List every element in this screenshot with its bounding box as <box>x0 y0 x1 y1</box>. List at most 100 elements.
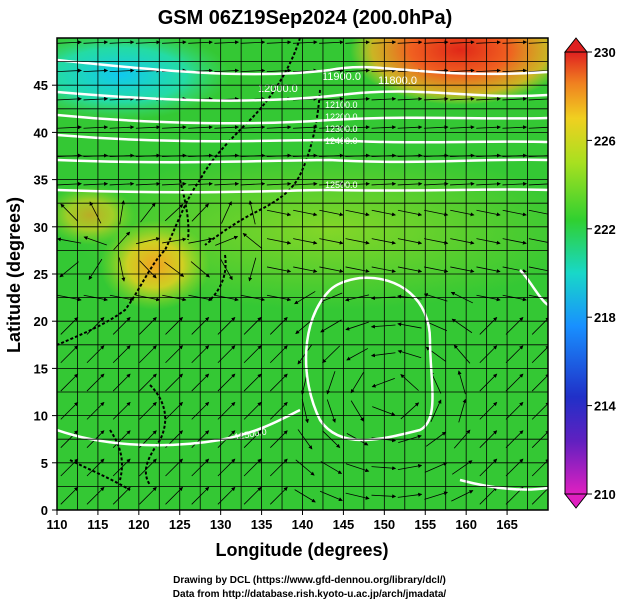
wind-arrow <box>89 201 102 224</box>
y-tick-label: 5 <box>41 456 48 471</box>
wind-arrow <box>319 490 343 502</box>
wind-arrow <box>371 68 397 73</box>
wind-arrow <box>118 257 126 282</box>
wind-arrow <box>451 490 474 502</box>
wind-arrow <box>293 266 318 273</box>
wind-arrow <box>371 266 396 273</box>
wind-arrow <box>139 401 157 420</box>
wind-arrow <box>243 458 262 477</box>
colorbar-tick-label: 218 <box>594 310 616 325</box>
wind-arrow <box>479 316 498 335</box>
wind-arrow <box>326 399 336 423</box>
wind-arrow <box>371 238 396 245</box>
wind-arrow <box>479 345 498 364</box>
contour-label: 12500.0 <box>325 180 358 190</box>
wind-arrow <box>371 40 397 45</box>
x-tick-label: 110 <box>47 517 68 532</box>
wind-arrow <box>293 209 318 217</box>
wind-arrow <box>531 401 548 420</box>
wind-arrow <box>397 266 423 273</box>
lat-lon-grid <box>57 38 548 510</box>
x-tick-label: 115 <box>87 517 108 532</box>
wind-arrow <box>139 345 157 364</box>
wind-arrow <box>320 319 342 333</box>
colorbar-top-arrow <box>563 37 589 53</box>
wind-arrow <box>424 238 449 245</box>
colorbar-body <box>564 51 588 495</box>
wind-arrow <box>372 406 396 416</box>
wind-arrow <box>162 237 187 244</box>
wind-arrow <box>531 316 548 335</box>
wind-arrow <box>450 181 475 186</box>
wind-arrow <box>215 235 239 246</box>
wind-arrow <box>345 463 370 473</box>
wind-arrow <box>370 324 396 329</box>
colorbar-tick-label: 230 <box>594 45 616 60</box>
wind-arrow <box>135 181 161 186</box>
wind-arrow <box>112 373 131 392</box>
wind-arrow <box>270 345 288 364</box>
contour-label: 12200.0 <box>325 112 358 122</box>
wind-arrow <box>479 486 498 505</box>
x-axis-label: Longitude (degrees) <box>215 540 388 560</box>
wind-arrow <box>83 40 109 45</box>
x-tick-label: 135 <box>251 517 273 532</box>
wind-arrow <box>345 68 370 73</box>
wind-arrow <box>502 125 528 130</box>
wind-arrow <box>320 461 343 474</box>
y-tick-label: 45 <box>34 78 48 93</box>
wind-arrow <box>476 68 501 73</box>
contour-label: 12000.0 <box>258 83 298 95</box>
wind-arrow <box>371 377 395 388</box>
wind-arrow <box>293 238 318 245</box>
wind-arrow <box>266 181 292 186</box>
wind-arrow <box>424 462 448 473</box>
wind-arrow <box>531 486 548 505</box>
wind-arrow <box>370 352 396 358</box>
x-axis: 110 115 120 125 130 135 140 145 150 155 160 165 <box>47 510 518 532</box>
wind-arrow <box>450 209 475 217</box>
wind-arrow <box>266 40 292 45</box>
x-tick-label: 130 <box>210 517 232 532</box>
x-tick-label: 155 <box>414 517 436 532</box>
wind-arrow <box>476 209 501 217</box>
wind-arrow <box>135 125 161 130</box>
wind-arrow <box>243 316 262 335</box>
wind-arrow <box>60 316 79 335</box>
wind-arrow <box>400 402 420 420</box>
wind-arrow <box>430 399 442 422</box>
wind-arrow <box>450 68 475 73</box>
wind-arrow <box>270 316 288 335</box>
wind-arrow <box>397 464 423 471</box>
wind-arrow <box>505 316 524 335</box>
wind-arrow <box>350 372 364 394</box>
wind-arrow <box>502 181 528 186</box>
wind-arrow <box>294 489 316 503</box>
wind-arrow <box>112 345 131 364</box>
wind-arrow <box>397 181 423 186</box>
wind-arrow <box>505 458 524 477</box>
wind-arrow <box>240 125 266 130</box>
wind-arrow <box>479 373 498 392</box>
wind-arrow <box>476 125 501 130</box>
y-tick-label: 20 <box>34 314 48 329</box>
map-title: GSM 06Z19Sep2024 (200.0hPa) <box>158 7 453 29</box>
credit-drawing: Drawing by DCL (https://www.gfd-dennou.o… <box>173 575 446 586</box>
wind-arrow <box>86 458 105 477</box>
wind-arrow <box>214 125 240 130</box>
wind-arrow <box>86 373 105 392</box>
wind-arrow <box>371 181 397 186</box>
wind-arrow <box>423 125 449 130</box>
wind-arrow <box>476 96 501 101</box>
wind-arrow <box>162 40 187 45</box>
wind-arrow <box>397 322 422 329</box>
wind-arrow <box>450 96 475 101</box>
wind-arrow <box>266 209 292 217</box>
wind-arrow <box>240 181 266 186</box>
wind-arrow <box>266 238 292 245</box>
wind-arrow <box>371 96 397 101</box>
wind-arrow <box>345 40 370 45</box>
colorbar-bottom-arrow <box>563 493 589 509</box>
x-tick-label: 165 <box>496 517 518 532</box>
